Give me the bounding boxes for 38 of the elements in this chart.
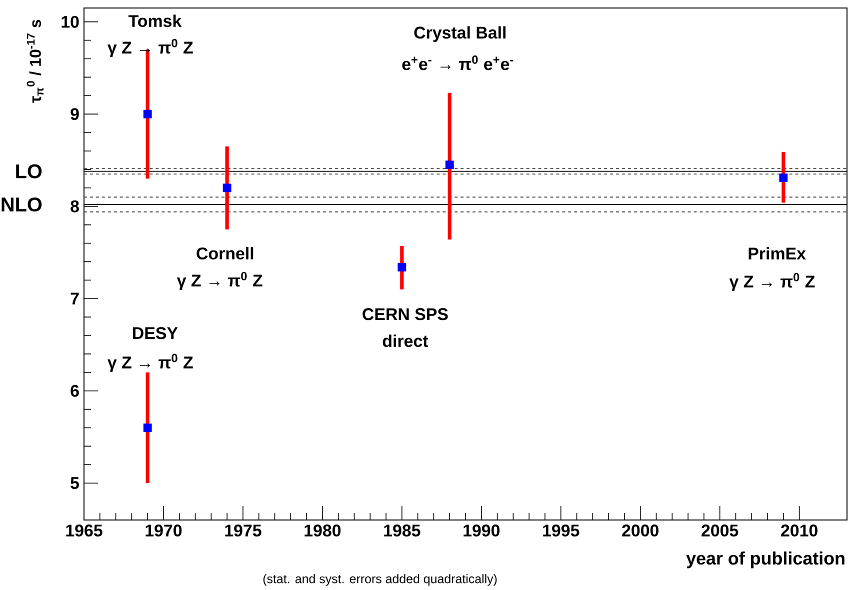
x-tick-label: 2000 xyxy=(622,524,658,537)
annotation: CERN SPS xyxy=(362,308,448,320)
point xyxy=(143,424,152,432)
x-tick-label: 1980 xyxy=(304,524,341,537)
y-axis-title: τ$_{π}$$^{0}$ / 10$^{-17}$ s xyxy=(26,20,44,103)
text: e$^{+}$e$^{-}$ → π$^{0}$ e$^{+}$e$^{-}$ xyxy=(402,55,514,70)
annotation: γ Z → π$^{0}$ Z xyxy=(176,272,262,290)
annotation: PrimEx xyxy=(748,247,806,260)
annotation: Cornell xyxy=(196,247,254,260)
point xyxy=(222,184,232,192)
point xyxy=(779,174,788,182)
text: (stat. and syst. errors added quadratically) xyxy=(263,574,497,586)
annotation: direct xyxy=(382,334,428,348)
y-tick-label: 10 xyxy=(62,16,79,28)
annotation: Crystal Ball xyxy=(414,26,506,42)
x-tick-label: 1990 xyxy=(464,524,500,537)
y-tick-label: 7 xyxy=(70,292,79,304)
x-tick-label: 1985 xyxy=(384,524,420,537)
x-tick-label: 2010 xyxy=(781,524,818,537)
x-tick-label: 1975 xyxy=(225,524,262,537)
point xyxy=(445,160,454,170)
annotation: γ Z → π$^{0}$ Z xyxy=(729,272,815,291)
point xyxy=(143,110,152,118)
y-tick-label: 6 xyxy=(70,384,79,397)
x-tick-label: 1970 xyxy=(146,524,182,537)
ref-line-label: LO xyxy=(16,164,42,178)
y-tick-label: 9 xyxy=(70,108,79,120)
annotation: DESY xyxy=(133,327,178,340)
x-tick-label: 1965 xyxy=(66,524,102,537)
y-tick-label: 8 xyxy=(70,200,79,212)
point xyxy=(398,263,406,272)
x-axis-title: year of publication xyxy=(686,552,844,568)
x-tick-label: 1995 xyxy=(543,524,580,537)
x-tick-label: 2005 xyxy=(702,524,738,537)
ref-line-label: NLO xyxy=(2,197,42,212)
y-tick-label: 5 xyxy=(70,477,80,490)
annotation: γ Z → π$^{0}$ Z xyxy=(107,354,193,372)
annotation: Tomsk xyxy=(128,14,182,28)
